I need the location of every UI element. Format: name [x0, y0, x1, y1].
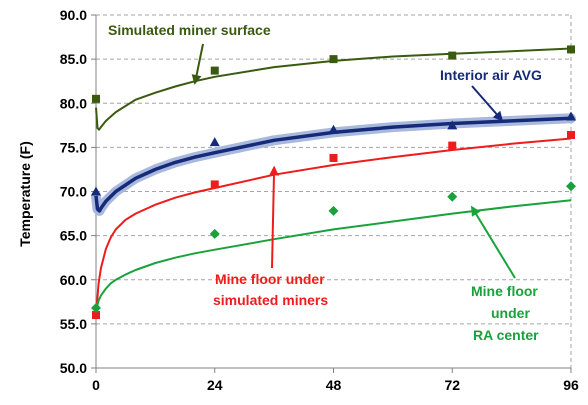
- data-point: [92, 311, 100, 320]
- series-line: [95, 137, 572, 317]
- annotations: Simulated miner surface Interior air AVG…: [108, 22, 542, 343]
- series-1: [91, 111, 576, 216]
- y-tick-label: 80.0: [60, 95, 87, 111]
- x-tick-label: 72: [444, 377, 460, 393]
- arrow-floor-miners: [268, 165, 279, 269]
- data-point: [92, 94, 100, 103]
- data-point: [328, 205, 339, 216]
- annotation-floor-ra-line2: under: [491, 305, 530, 321]
- series-3: [91, 181, 576, 313]
- annotation-floor-miners-line2: simulated miners: [213, 292, 328, 308]
- annotation-floor-ra-line1: Mine floor: [471, 283, 538, 299]
- annotation-miner-surface: Simulated miner surface: [108, 22, 271, 38]
- x-tick-label: 0: [92, 377, 100, 393]
- y-tick-label: 55.0: [60, 316, 87, 332]
- x-tick-label: 48: [326, 377, 342, 393]
- data-point: [329, 153, 338, 162]
- data-point: [329, 55, 338, 64]
- data-point: [567, 131, 575, 140]
- arrow-miner-surface: [191, 43, 204, 85]
- y-tick-labels: 50.0 55.0 60.0 65.0 70.0 75.0 80.0 85.0 90.0: [60, 7, 96, 376]
- series-line: [95, 199, 572, 311]
- y-tick-label: 65.0: [60, 228, 87, 244]
- data-point: [210, 66, 219, 75]
- data-point: [448, 141, 457, 150]
- data-point: [210, 180, 219, 189]
- data-point: [209, 137, 220, 147]
- data-point: [567, 45, 575, 54]
- x-tick-label: 24: [207, 377, 223, 393]
- data-point: [91, 302, 101, 313]
- series-line: [94, 116, 572, 213]
- y-axis-title: Temperature (F): [17, 141, 33, 247]
- data-point: [447, 191, 458, 202]
- y-tick-label: 85.0: [60, 51, 87, 67]
- series-2: [92, 131, 575, 320]
- y-tick-label: 50.0: [60, 360, 87, 376]
- gridlines: [96, 14, 572, 368]
- data-point: [566, 181, 576, 192]
- y-tick-label: 60.0: [60, 272, 87, 288]
- x-tick-label: 96: [563, 377, 579, 393]
- x-tick-labels: 0 24 48 72 96: [92, 368, 579, 393]
- series-0: [92, 45, 575, 131]
- data-point: [448, 51, 457, 60]
- y-tick-label: 70.0: [60, 184, 87, 200]
- data-point: [209, 228, 220, 239]
- data-point: [447, 120, 458, 130]
- arrow-floor-ra: [471, 205, 516, 279]
- annotation-floor-miners-line1: Mine floor under: [215, 271, 325, 287]
- annotation-interior-air: Interior air AVG: [440, 67, 542, 83]
- y-tick-label: 90.0: [60, 7, 87, 23]
- data-point: [566, 111, 576, 121]
- annotation-floor-ra-line3: RA center: [473, 327, 539, 343]
- y-tick-label: 75.0: [60, 139, 87, 155]
- arrow-interior-air: [471, 85, 504, 122]
- data-point: [91, 186, 101, 196]
- series: [91, 45, 576, 320]
- series-line: [95, 47, 572, 131]
- data-point: [328, 124, 339, 134]
